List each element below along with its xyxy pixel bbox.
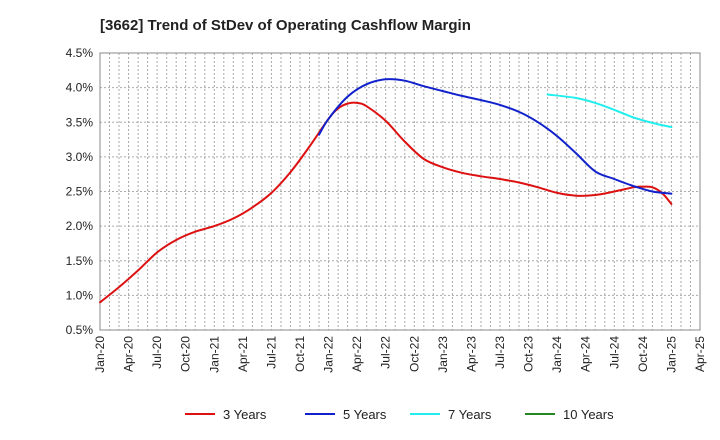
x-tick-label: Jul-24 <box>607 336 621 369</box>
x-tick-label: Apr-22 <box>350 336 364 372</box>
x-tick-label: Jul-23 <box>493 336 507 369</box>
x-tick-label: Jan-24 <box>550 336 564 373</box>
x-tick-label: Oct-23 <box>522 336 536 372</box>
y-tick-label: 4.5% <box>66 46 94 60</box>
x-tick-label: Apr-24 <box>579 336 593 372</box>
series-line-7-years <box>546 93 673 129</box>
y-tick-label: 1.5% <box>66 254 94 268</box>
x-tick-label: Jan-23 <box>436 336 450 373</box>
x-tick-label: Jan-22 <box>322 336 336 373</box>
x-tick-label: Apr-20 <box>122 336 136 372</box>
x-tick-label: Jul-20 <box>150 336 164 369</box>
legend-label-7-years: 7 Years <box>448 407 492 422</box>
y-tick-label: 3.5% <box>66 115 94 129</box>
x-tick-label: Jan-21 <box>207 336 221 373</box>
y-tick-label: 2.5% <box>66 185 94 199</box>
legend-label-5-years: 5 Years <box>343 407 387 422</box>
x-tick-label: Oct-24 <box>636 336 650 372</box>
x-tick-label: Jan-25 <box>664 336 678 373</box>
x-tick-label: Apr-21 <box>236 336 250 372</box>
series-line-5-years <box>318 78 673 195</box>
y-tick-label: 2.0% <box>66 219 94 233</box>
series-layer <box>99 78 673 304</box>
y-tick-label: 4.0% <box>66 81 94 95</box>
grid <box>100 53 700 330</box>
legend-label-3-years: 3 Years <box>223 407 267 422</box>
x-tick-label: Jul-22 <box>379 336 393 369</box>
series-line-3-years <box>99 101 673 304</box>
plot-area <box>99 52 701 331</box>
y-tick-label: 0.5% <box>66 323 94 337</box>
y-tick-label: 1.0% <box>66 288 94 302</box>
x-tick-label: Apr-23 <box>464 336 478 372</box>
legend-label-10-years: 10 Years <box>563 407 614 422</box>
x-tick-label: Oct-20 <box>179 336 193 372</box>
x-tick-label: Apr-25 <box>693 336 707 372</box>
legend: 3 Years 5 Years 7 Years 10 Years <box>185 407 614 422</box>
chart-title: [3662] Trend of StDev of Operating Cashf… <box>100 17 471 34</box>
x-tick-label: Oct-21 <box>293 336 307 372</box>
x-tick-label: Oct-22 <box>407 336 421 372</box>
y-axis: 4.5% 4.0% 3.5% 3.0% 2.5% 2.0% 1.5% 1.0% 0.5% <box>66 46 94 337</box>
x-tick-label: Jan-20 <box>93 336 107 373</box>
x-axis: Jan-20 Apr-20 Jul-20 Oct-20 Jan-21 Apr-21 Jul-… <box>93 336 707 373</box>
y-tick-label: 3.0% <box>66 150 94 164</box>
x-tick-label: Jul-21 <box>264 336 278 369</box>
